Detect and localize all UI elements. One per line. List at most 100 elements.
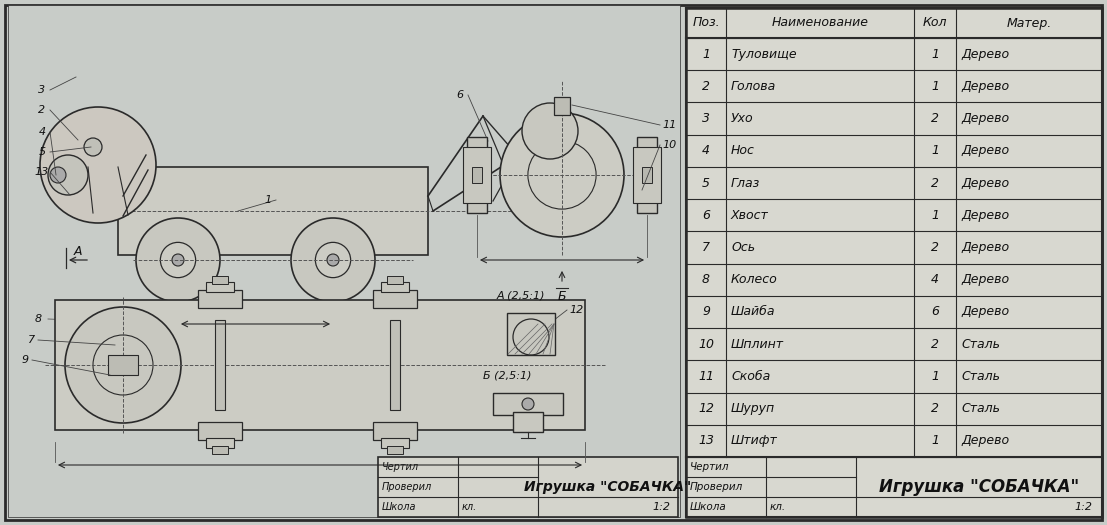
Bar <box>381 282 408 292</box>
Bar <box>55 300 584 430</box>
Bar <box>373 422 417 440</box>
Text: 8: 8 <box>702 273 710 286</box>
Text: Шплинт: Шплинт <box>731 338 784 351</box>
Bar <box>554 97 570 115</box>
Bar <box>373 290 417 308</box>
Text: 2: 2 <box>702 80 710 93</box>
Text: 11: 11 <box>699 370 714 383</box>
Text: 8: 8 <box>35 314 42 324</box>
Text: кл.: кл. <box>462 502 477 512</box>
Text: Сталь: Сталь <box>961 402 1000 415</box>
Bar <box>174 306 182 314</box>
Circle shape <box>136 218 220 302</box>
Text: 2: 2 <box>931 402 939 415</box>
Circle shape <box>40 107 156 223</box>
Text: Колесо: Колесо <box>731 273 778 286</box>
Bar <box>206 282 234 292</box>
Bar <box>198 422 242 440</box>
Bar <box>493 393 563 415</box>
Text: Дерево: Дерево <box>961 176 1010 190</box>
Text: Дерево: Дерево <box>961 273 1010 286</box>
Text: 12: 12 <box>569 305 583 315</box>
Bar <box>377 457 677 517</box>
Text: 11: 11 <box>662 120 676 130</box>
Text: 1:2: 1:2 <box>1074 502 1092 512</box>
Text: Школа: Школа <box>690 502 727 512</box>
Text: А: А <box>74 245 82 258</box>
Text: Ось: Ось <box>731 241 755 254</box>
Text: Б: Б <box>558 289 567 302</box>
Text: Сталь: Сталь <box>961 370 1000 383</box>
Text: Дерево: Дерево <box>961 306 1010 319</box>
Bar <box>213 276 228 284</box>
Text: 13: 13 <box>35 167 49 177</box>
Bar <box>686 8 1101 517</box>
Text: Игрушка "СОБАЧКА": Игрушка "СОБАЧКА" <box>525 480 692 494</box>
Circle shape <box>84 138 102 156</box>
Text: Сталь: Сталь <box>961 338 1000 351</box>
Bar <box>633 147 661 203</box>
Text: 4: 4 <box>39 127 45 137</box>
Circle shape <box>500 113 624 237</box>
Text: Нос: Нос <box>731 144 755 157</box>
Circle shape <box>65 307 182 423</box>
Bar <box>507 313 555 355</box>
Text: Дерево: Дерево <box>961 80 1010 93</box>
Text: Проверил: Проверил <box>382 482 432 492</box>
Text: Дерево: Дерево <box>961 48 1010 60</box>
Bar <box>215 320 225 410</box>
Text: Шайба: Шайба <box>731 306 776 319</box>
Bar <box>637 137 656 213</box>
Text: Школа: Школа <box>382 502 416 512</box>
Bar <box>387 276 403 284</box>
Text: 4: 4 <box>702 144 710 157</box>
Text: 2: 2 <box>39 105 45 115</box>
Circle shape <box>327 254 339 266</box>
Text: 2: 2 <box>931 241 939 254</box>
Text: 1: 1 <box>931 370 939 383</box>
Bar <box>329 306 337 314</box>
Text: 1: 1 <box>931 48 939 60</box>
Text: 9: 9 <box>22 355 29 365</box>
Text: 2: 2 <box>931 112 939 125</box>
Text: Хвост: Хвост <box>731 209 768 222</box>
Text: Чертил: Чертил <box>690 462 730 472</box>
Bar <box>327 305 339 310</box>
Circle shape <box>523 103 578 159</box>
Text: Глаз: Глаз <box>731 176 761 190</box>
Circle shape <box>523 398 534 410</box>
Text: 1: 1 <box>931 144 939 157</box>
Text: 5: 5 <box>39 147 45 157</box>
Text: 1: 1 <box>931 434 939 447</box>
Circle shape <box>48 155 87 195</box>
Text: 12: 12 <box>699 402 714 415</box>
Text: Голова: Голова <box>731 80 776 93</box>
Text: 13: 13 <box>699 434 714 447</box>
Bar <box>381 438 408 448</box>
Bar <box>463 147 492 203</box>
Text: 6: 6 <box>702 209 710 222</box>
Text: Чертил: Чертил <box>382 462 420 472</box>
Text: Дерево: Дерево <box>961 112 1010 125</box>
Text: 3: 3 <box>39 85 45 95</box>
Bar <box>390 320 400 410</box>
Text: Дерево: Дерево <box>961 209 1010 222</box>
Circle shape <box>161 243 196 278</box>
Text: Матер.: Матер. <box>1006 16 1052 29</box>
Circle shape <box>291 218 375 302</box>
Polygon shape <box>103 69 153 115</box>
Text: 1:2: 1:2 <box>652 502 670 512</box>
Text: 1: 1 <box>931 209 939 222</box>
Text: Туловище: Туловище <box>731 48 797 60</box>
Text: Дерево: Дерево <box>961 241 1010 254</box>
Text: Наименование: Наименование <box>772 16 869 29</box>
Text: 6: 6 <box>931 306 939 319</box>
Bar <box>467 137 487 213</box>
Bar <box>206 438 234 448</box>
Circle shape <box>172 254 184 266</box>
Bar <box>642 167 652 183</box>
Text: 1: 1 <box>931 80 939 93</box>
Text: 2: 2 <box>931 338 939 351</box>
Bar <box>686 8 1101 517</box>
Text: 7: 7 <box>28 335 35 345</box>
